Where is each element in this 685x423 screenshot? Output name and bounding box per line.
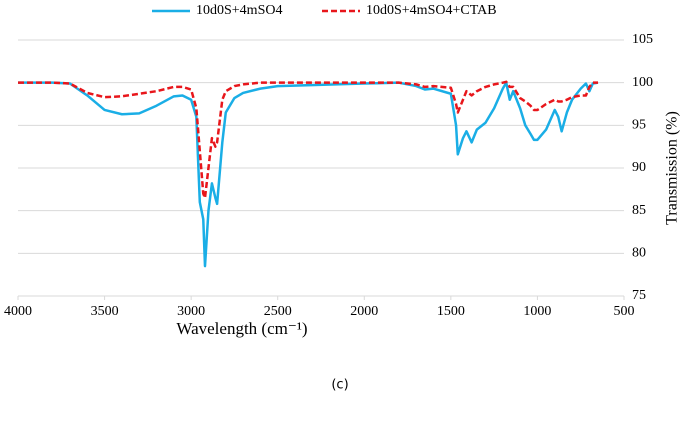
y-tick-label: 95 — [632, 118, 646, 133]
y-axis-label: Transmission (%) — [664, 111, 681, 225]
x-tick-label: 1500 — [437, 304, 465, 319]
y-tick-label: 85 — [632, 203, 646, 218]
x-tick-label: 2000 — [350, 304, 378, 319]
x-tick-label: 4000 — [4, 304, 32, 319]
y-tick-label: 75 — [632, 288, 646, 303]
y-tick-label: 100 — [632, 75, 653, 90]
x-axis-label: Wavelength (cm⁻¹) — [176, 319, 307, 338]
caption: (c) — [331, 378, 348, 393]
y-tick-label: 80 — [632, 246, 646, 261]
x-tick-label: 500 — [614, 304, 635, 319]
legend-label: 10d0S+4mSO4+CTAB — [366, 3, 497, 18]
series-line — [18, 80, 599, 200]
y-tick-label: 90 — [632, 160, 646, 175]
series-line — [18, 81, 599, 268]
y-tick-label: 105 — [632, 32, 653, 47]
x-tick-label: 1000 — [523, 304, 551, 319]
legend-label: 10d0S+4mSO4 — [196, 3, 282, 18]
x-tick-label: 3500 — [91, 304, 119, 319]
x-tick-label: 3000 — [177, 304, 205, 319]
x-tick-label: 2500 — [264, 304, 292, 319]
